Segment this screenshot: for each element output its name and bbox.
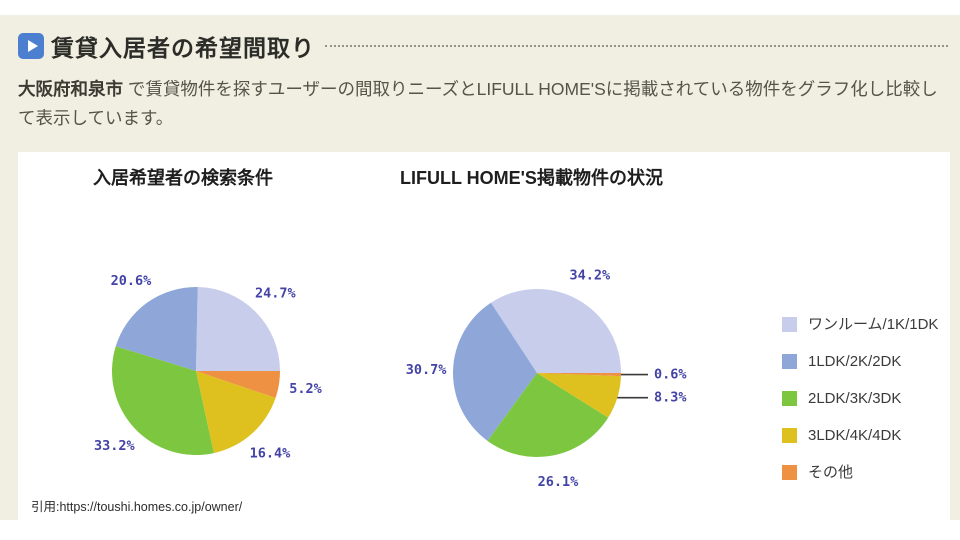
chart-legend: ワンルーム/1K/1DK 1LDK/2K/2DK 2LDK/3K/3DK 3LD… [782, 317, 938, 480]
legend-label: 2LDK/3K/3DK [808, 390, 902, 407]
pie-slice [487, 373, 609, 457]
legend-item-2ldk: 2LDK/3K/3DK [782, 391, 938, 406]
legend-swatch [782, 465, 797, 480]
section-description: 大阪府和泉市 で賃貸物件を探すユーザーの間取りニーズとLIFULL HOME'S… [18, 75, 950, 133]
section-header: 賃貸入居者の希望間取り [18, 29, 948, 63]
legend-swatch [782, 317, 797, 332]
legend-item-3ldk: 3LDK/4K/4DK [782, 428, 938, 443]
pie-slice [112, 346, 214, 456]
pie-slice-label: 8.3% [654, 390, 687, 406]
description-text: で賃貸物件を探すユーザーの間取りニーズとLIFULL HOME'Sに掲載されてい… [18, 79, 938, 128]
legend-swatch [782, 391, 797, 406]
legend-swatch [782, 354, 797, 369]
legend-item-other: その他 [782, 465, 938, 480]
pie-slice [453, 302, 537, 441]
charts-panel: 入居希望者の検索条件 LIFULL HOME'S掲載物件の状況 24.7% 20.… [18, 152, 950, 520]
pie-slice [196, 371, 281, 398]
legend-label: 3LDK/4K/4DK [808, 427, 902, 444]
city-name: 大阪府和泉市 [18, 79, 123, 99]
legend-item-1ldk: 1LDK/2K/2DK [782, 354, 938, 369]
pie-slice [196, 287, 280, 371]
pie-slice-label: 26.1% [538, 474, 580, 490]
pie-slice [115, 287, 198, 371]
legend-swatch [782, 428, 797, 443]
pie-slice-label: 30.7% [406, 362, 448, 378]
pie-slice-label: 34.2% [569, 267, 611, 283]
legend-label: 1LDK/2K/2DK [808, 353, 902, 370]
pie-slice-label: 33.2% [94, 438, 136, 454]
pie-slice-label: 24.7% [255, 285, 297, 301]
chart-title-search-conditions: 入居希望者の検索条件 [93, 168, 273, 188]
legend-label: その他 [808, 464, 854, 481]
pie-slice-label: 16.4% [250, 446, 292, 462]
pie-slice [537, 373, 621, 377]
floorplan-demand-section: 賃貸入居者の希望間取り 大阪府和泉市 で賃貸物件を探すユーザーの間取りニーズとL… [0, 15, 960, 520]
play-icon [18, 33, 44, 59]
legend-label: ワンルーム/1K/1DK [808, 316, 939, 333]
chart-title-listed-properties: LIFULL HOME'S掲載物件の状況 [400, 168, 663, 188]
pie-slice [537, 373, 621, 418]
pie-charts-canvas: 24.7% 20.6% 33.2% 16.4% 5.2% 34.2% 30.7% 26.1% 8… [94, 267, 687, 490]
legend-item-one-room: ワンルーム/1K/1DK [782, 317, 938, 332]
pie-slice [196, 371, 276, 454]
pie-slice-label: 0.6% [654, 367, 687, 383]
citation-text: 引用:https://toushi.homes.co.jp/owner/ [31, 500, 243, 514]
pie-slice [490, 289, 621, 373]
pie-slice-label: 5.2% [289, 381, 322, 397]
dotted-divider [325, 45, 948, 47]
section-title: 賃貸入居者の希望間取り [51, 35, 315, 61]
pie-slice-label: 20.6% [111, 273, 153, 289]
